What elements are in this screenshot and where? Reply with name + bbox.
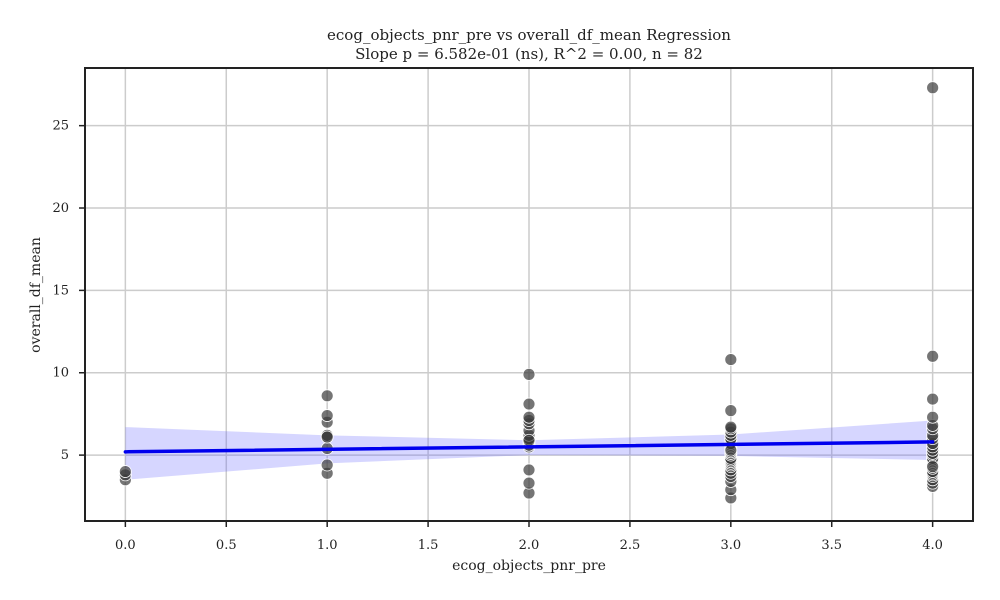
scatter-point [926, 460, 940, 474]
regression-line-layer [123, 440, 935, 454]
x-tick-label: 2.5 [620, 538, 641, 553]
x-tick-label: 2.0 [519, 538, 540, 553]
scatter-point [522, 367, 536, 381]
y-axis-label: overall_df_mean [28, 237, 44, 353]
y-tick-label: 25 [52, 119, 69, 134]
x-tick-label: 1.0 [317, 538, 338, 553]
scatter-point [320, 430, 334, 444]
x-tick-label: 3.5 [821, 538, 842, 553]
scatter-point [926, 410, 940, 424]
scatter-point [724, 404, 738, 418]
scatter-point [926, 81, 940, 95]
grid [85, 68, 973, 521]
x-tick-label: 1.5 [418, 538, 439, 553]
x-tick-label: 0.0 [115, 538, 136, 553]
scatter-point [522, 410, 536, 424]
scatter-point [926, 349, 940, 363]
scatter-point [320, 409, 334, 422]
x-tick-label: 0.5 [216, 538, 237, 553]
scatter-point [522, 433, 536, 447]
scatter-point [724, 353, 738, 366]
scatter-point [118, 465, 132, 478]
chart-subtitle: Slope p = 6.582e-01 (ns), R^2 = 0.00, n … [355, 45, 703, 63]
y-tick-label: 10 [52, 366, 69, 381]
scatter-point [926, 392, 940, 406]
chart-title: ecog_objects_pnr_pre vs overall_df_mean … [327, 26, 731, 44]
scatter-point [522, 463, 536, 477]
scatter-point [522, 397, 536, 411]
x-axis-ticks: 0.0 0.5 1.0 1.5 2.0 2.5 3.0 3.5 4.0 [115, 521, 943, 553]
x-tick-label: 3.0 [720, 538, 741, 553]
y-axis-ticks: 5 10 15 20 25 [52, 119, 85, 463]
x-axis-label: ecog_objects_pnr_pre [452, 558, 606, 574]
y-tick-label: 20 [52, 201, 69, 216]
scatter-point [724, 420, 738, 434]
scatter-point [320, 389, 334, 403]
scatter-point [320, 458, 334, 472]
regression-line [123, 440, 935, 454]
x-tick-label: 4.0 [922, 538, 943, 553]
y-tick-label: 15 [52, 283, 69, 298]
scatter-point [522, 476, 536, 490]
y-tick-label: 5 [61, 448, 69, 463]
